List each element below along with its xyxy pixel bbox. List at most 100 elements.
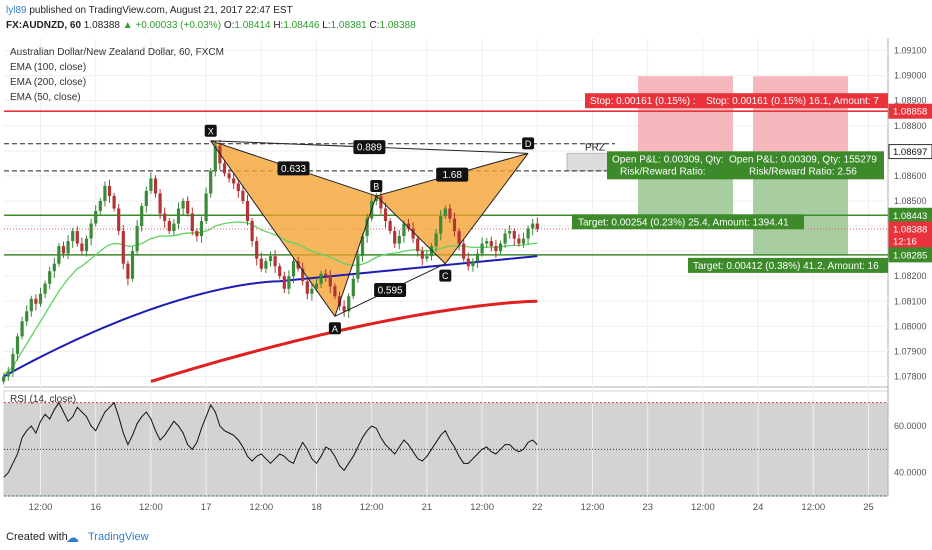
candle-body: [480, 243, 484, 254]
candle-body: [71, 231, 75, 242]
price-tick: 1.08200: [894, 271, 927, 281]
candle-body: [2, 376, 6, 382]
point-x-label: X: [208, 126, 214, 136]
candle-body: [273, 256, 277, 267]
candle-body: [259, 258, 263, 269]
pattern-leg: [334, 195, 377, 317]
candle-body: [397, 236, 401, 244]
candle-body: [241, 190, 245, 201]
ratio-xb-badge: [277, 161, 310, 176]
candle-body: [199, 221, 204, 237]
candle-body: [48, 271, 52, 284]
rsi-tick: 60.0000: [894, 421, 927, 431]
pattern-labels: X A B C D 0.633 0.595 1.68 0.889 PRZ: [204, 124, 605, 335]
position-labels: Stop: 0.00161 (0.15%) : Stop: 0.00161 (0.…: [572, 93, 888, 273]
time-axis[interactable]: 12:00 16 12:00 17 12:00 18 12:00 21 12:00 22 12:00…: [29, 502, 874, 513]
stop-zone-1: [638, 76, 733, 154]
target-1-label: Target: 0.00254 (0.23%) 25.4, Amount: 13…: [578, 217, 789, 228]
legend-item: Australian Dollar/New Zealand Dollar, 60…: [10, 47, 224, 58]
candle-body: [439, 216, 443, 234]
close-value: 1.08388: [379, 20, 416, 31]
last-price: 1.08388: [83, 20, 120, 31]
candle-body: [66, 241, 70, 254]
candle-body: [43, 283, 47, 294]
candle-body: [98, 200, 102, 211]
time-tick: 17: [201, 502, 212, 513]
candle-body: [75, 231, 79, 244]
stop-label-1: Stop: 0.00161 (0.15%) :: [590, 96, 696, 107]
time-tick: 23: [642, 502, 653, 513]
candle-body: [121, 231, 125, 264]
stop-label-2: Stop: 0.00161 (0.15%) 16.1, Amount: 7: [706, 96, 879, 107]
candle-body: [181, 200, 185, 209]
price-axis[interactable]: 1.091001.090001.089001.088001.087001.086…: [888, 46, 932, 382]
candle-body: [319, 273, 323, 284]
pattern-leg: [375, 195, 446, 265]
candle-body: [425, 256, 429, 259]
candle-body: [135, 226, 139, 252]
high-value: 1.08446: [283, 20, 320, 31]
candle-body: [443, 208, 447, 217]
tradingview-logo-icon: ☁: [66, 530, 79, 545]
candle-body: [471, 261, 475, 267]
time-tick: 12:00: [139, 502, 163, 513]
footer: Created with ☁ TradingView: [0, 524, 932, 550]
price-tick: 1.08600: [894, 171, 927, 181]
pattern-leg: [444, 153, 529, 264]
candle-body: [466, 258, 470, 267]
ema100-line: [3, 255, 538, 378]
candle-body: [374, 195, 378, 201]
created-with-text: Created with: [6, 531, 68, 543]
candle-body: [80, 243, 84, 252]
publisher-username[interactable]: lyl89: [6, 5, 27, 16]
candle-body: [250, 221, 254, 242]
candle-body: [535, 223, 539, 230]
quote-line: FX:AUDNZD, 60 1.08388 ▲ +0.00033 (+0.03%…: [6, 20, 416, 31]
target-1-bg: [572, 214, 804, 230]
point-b-label: B: [373, 181, 379, 191]
price-tick: 1.07900: [894, 346, 927, 356]
open-pl-2: Open P&L: 0.00309, Qty: 155279: [729, 154, 877, 165]
candle-body: [337, 296, 342, 307]
candle-body: [107, 185, 112, 196]
candle-body: [126, 263, 130, 279]
price-tag-bg: [888, 144, 932, 160]
candle-body: [351, 278, 355, 297]
ratio-xd-label: 0.889: [357, 143, 382, 154]
candle-body: [172, 223, 176, 232]
harmonic-pattern[interactable]: [210, 140, 529, 317]
candle-body: [222, 163, 227, 174]
candle-body: [489, 241, 493, 247]
candle-body: [324, 273, 328, 277]
price-chart[interactable]: X A B C D 0.633 0.595 1.68 0.889 PRZ Stop: 0.0016…: [0, 34, 932, 524]
price-tag: 1.08858: [893, 107, 927, 118]
candle-body: [526, 228, 530, 239]
candle-body: [383, 208, 388, 222]
candle-body: [420, 251, 424, 259]
candle-body: [291, 261, 296, 277]
rr-1: Risk/Reward Ratio:: [620, 166, 706, 177]
candle-body: [365, 218, 369, 237]
candle-body: [388, 221, 392, 232]
legend-item: EMA (100, close): [10, 62, 86, 73]
symbol-label[interactable]: FX:AUDNZD, 60: [6, 20, 82, 31]
candle-body: [356, 256, 360, 279]
price-tick: 1.09000: [894, 71, 927, 81]
price-tag: 1.08285: [893, 250, 927, 261]
candle-body: [84, 238, 89, 252]
candle-body: [452, 218, 457, 232]
candle-body: [195, 231, 199, 237]
candle-body: [314, 283, 319, 289]
candle-body: [117, 208, 121, 232]
tradingview-link[interactable]: TradingView: [88, 531, 149, 543]
time-tick: 25: [863, 502, 874, 513]
ema200-line: [150, 299, 538, 383]
candle-body: [531, 223, 535, 229]
candle-body: [333, 286, 337, 297]
ratio-xb-label: 0.633: [281, 164, 306, 175]
ratio-ac-label: 0.595: [378, 285, 403, 296]
open-pl-1: Open P&L: 0.00309, Qty:: [612, 154, 724, 165]
candle-body: [232, 178, 236, 184]
time-tick: 12:00: [470, 502, 494, 513]
ema50-line: [3, 221, 538, 375]
